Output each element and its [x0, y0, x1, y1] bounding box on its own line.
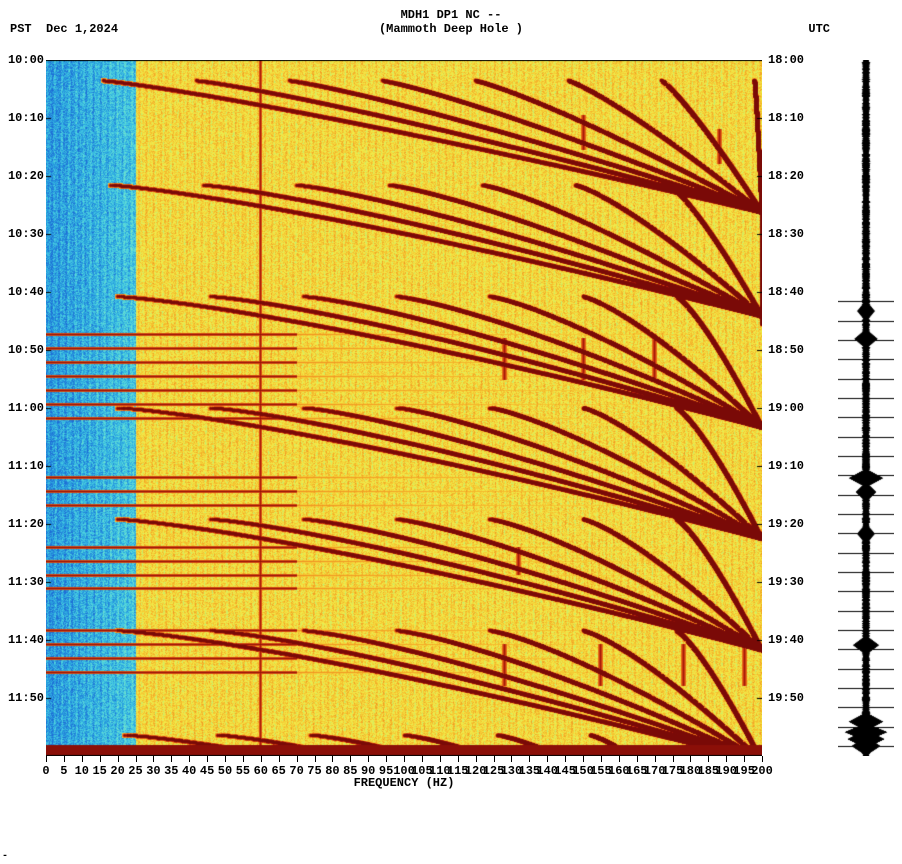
- x-tick: [82, 756, 83, 762]
- y-right-label: 19:20: [768, 518, 812, 530]
- x-tick: [261, 756, 262, 762]
- x-tick: [637, 756, 638, 762]
- x-tick: [279, 756, 280, 762]
- x-tick: [350, 756, 351, 762]
- x-tick: [422, 756, 423, 762]
- y-right-label: 19:50: [768, 692, 812, 704]
- x-tick: [440, 756, 441, 762]
- x-tick: [511, 756, 512, 762]
- y-right-label: 19:10: [768, 460, 812, 472]
- y-left-label: 11:30: [0, 576, 44, 588]
- header-title: MDH1 DP1 NC --: [0, 8, 902, 22]
- x-tick: [136, 756, 137, 762]
- y-left-label: 11:10: [0, 460, 44, 472]
- x-tick: [744, 756, 745, 762]
- x-tick: [118, 756, 119, 762]
- spectrogram-canvas: [46, 60, 762, 756]
- x-tick: [708, 756, 709, 762]
- x-tick: [332, 756, 333, 762]
- y-left-label: 10:40: [0, 286, 44, 298]
- x-tick: [583, 756, 584, 762]
- y-left-label: 11:40: [0, 634, 44, 646]
- x-tick: [100, 756, 101, 762]
- y-left-label: 10:00: [0, 54, 44, 66]
- y-right-label: 18:00: [768, 54, 812, 66]
- y-left-label: 10:20: [0, 170, 44, 182]
- header: PST Dec 1,2024 MDH1 DP1 NC -- (Mammoth D…: [0, 4, 902, 44]
- x-tick: [46, 756, 47, 762]
- y-left-label: 10:10: [0, 112, 44, 124]
- x-tick: [690, 756, 691, 762]
- x-tick: [207, 756, 208, 762]
- x-tick: [476, 756, 477, 762]
- y-right-label: 19:00: [768, 402, 812, 414]
- page-root: PST Dec 1,2024 MDH1 DP1 NC -- (Mammoth D…: [0, 0, 902, 864]
- header-subtitle: (Mammoth Deep Hole ): [0, 22, 902, 36]
- x-tick: [565, 756, 566, 762]
- y-right-label: 18:30: [768, 228, 812, 240]
- footer-mark: -: [2, 851, 8, 862]
- x-tick: [404, 756, 405, 762]
- x-tick: [243, 756, 244, 762]
- y-right-label: 18:20: [768, 170, 812, 182]
- y-left-label: 11:20: [0, 518, 44, 530]
- y-right-axis: 18:0018:1018:2018:3018:4018:5019:0019:10…: [768, 60, 812, 756]
- x-tick: [601, 756, 602, 762]
- y-left-axis: 10:0010:1010:2010:3010:4010:5011:0011:10…: [0, 60, 44, 756]
- waveform-panel: [838, 60, 894, 756]
- x-tick: [762, 756, 763, 762]
- y-right-label: 19:40: [768, 634, 812, 646]
- x-tick: [547, 756, 548, 762]
- x-tick: [171, 756, 172, 762]
- y-left-label: 10:50: [0, 344, 44, 356]
- x-tick: [494, 756, 495, 762]
- y-left-label: 10:30: [0, 228, 44, 240]
- x-tick: [619, 756, 620, 762]
- x-tick: [368, 756, 369, 762]
- x-tick: [315, 756, 316, 762]
- y-left-label: 11:50: [0, 692, 44, 704]
- x-tick: [297, 756, 298, 762]
- header-right-tz: UTC: [808, 22, 830, 36]
- y-left-label: 11:00: [0, 402, 44, 414]
- y-right-label: 18:50: [768, 344, 812, 356]
- x-tick: [458, 756, 459, 762]
- waveform-canvas: [838, 60, 894, 756]
- x-tick: [529, 756, 530, 762]
- y-right-label: 18:40: [768, 286, 812, 298]
- x-tick: [726, 756, 727, 762]
- y-right-label: 18:10: [768, 112, 812, 124]
- x-tick: [655, 756, 656, 762]
- x-tick: [386, 756, 387, 762]
- x-tick: [189, 756, 190, 762]
- x-tick: [153, 756, 154, 762]
- x-tick: [225, 756, 226, 762]
- x-axis-title: FREQUENCY (HZ): [46, 776, 762, 790]
- y-right-label: 19:30: [768, 576, 812, 588]
- x-tick: [673, 756, 674, 762]
- x-tick: [64, 756, 65, 762]
